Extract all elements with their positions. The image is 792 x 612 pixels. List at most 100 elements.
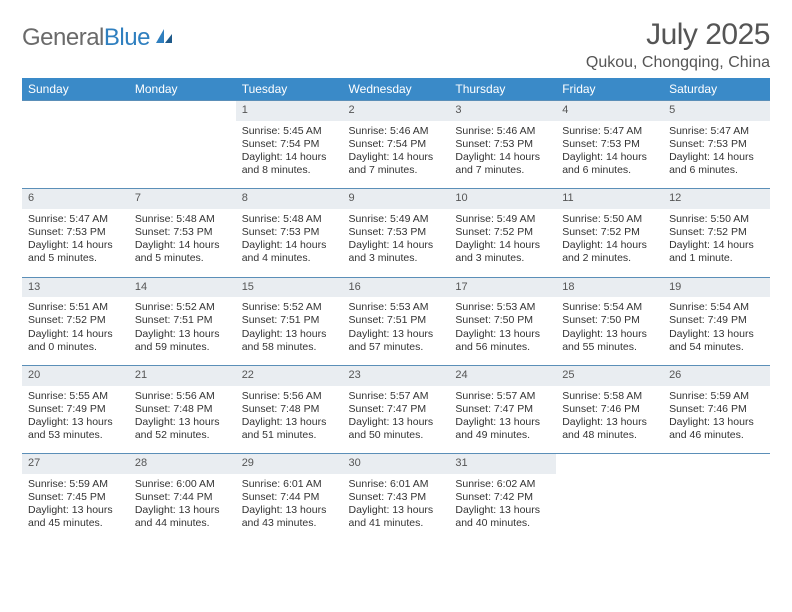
day-number-cell: 29 [236, 454, 343, 474]
day-detail-cell: Sunrise: 5:57 AMSunset: 7:47 PMDaylight:… [449, 386, 556, 454]
sunset-line: Sunset: 7:50 PM [455, 314, 550, 327]
day-number-cell: 18 [556, 277, 663, 297]
daylight-line: Daylight: 14 hours and 3 minutes. [455, 239, 550, 265]
daylight-line: Daylight: 14 hours and 5 minutes. [135, 239, 230, 265]
sunset-line: Sunset: 7:43 PM [349, 491, 444, 504]
weekday-header-row: SundayMondayTuesdayWednesdayThursdayFrid… [22, 78, 770, 101]
daylight-line: Daylight: 13 hours and 54 minutes. [669, 328, 764, 354]
sunset-line: Sunset: 7:53 PM [562, 138, 657, 151]
day-detail-cell: Sunrise: 5:53 AMSunset: 7:51 PMDaylight:… [343, 297, 450, 365]
day-number-cell: 22 [236, 365, 343, 385]
day-detail-cell: Sunrise: 6:01 AMSunset: 7:43 PMDaylight:… [343, 474, 450, 542]
sunset-line: Sunset: 7:52 PM [669, 226, 764, 239]
sunrise-line: Sunrise: 5:47 AM [669, 125, 764, 138]
day-detail-cell: Sunrise: 5:46 AMSunset: 7:54 PMDaylight:… [343, 121, 450, 189]
day-detail-cell: Sunrise: 5:45 AMSunset: 7:54 PMDaylight:… [236, 121, 343, 189]
sunrise-line: Sunrise: 6:01 AM [349, 478, 444, 491]
day-detail-cell: Sunrise: 5:48 AMSunset: 7:53 PMDaylight:… [129, 209, 236, 277]
sunrise-line: Sunrise: 5:52 AM [135, 301, 230, 314]
sunrise-line: Sunrise: 5:56 AM [135, 390, 230, 403]
day-detail-cell: Sunrise: 5:51 AMSunset: 7:52 PMDaylight:… [22, 297, 129, 365]
daylight-line: Daylight: 14 hours and 4 minutes. [242, 239, 337, 265]
weekday-header: Monday [129, 78, 236, 101]
sunrise-line: Sunrise: 5:47 AM [28, 213, 123, 226]
day-number-cell: 21 [129, 365, 236, 385]
day-number-cell: 19 [663, 277, 770, 297]
sunset-line: Sunset: 7:42 PM [455, 491, 550, 504]
daylight-line: Daylight: 13 hours and 48 minutes. [562, 416, 657, 442]
sunset-line: Sunset: 7:53 PM [28, 226, 123, 239]
day-number-cell [22, 101, 129, 121]
day-number-cell: 28 [129, 454, 236, 474]
day-detail-cell: Sunrise: 5:47 AMSunset: 7:53 PMDaylight:… [556, 121, 663, 189]
daylight-line: Daylight: 14 hours and 0 minutes. [28, 328, 123, 354]
day-detail-cell: Sunrise: 5:47 AMSunset: 7:53 PMDaylight:… [663, 121, 770, 189]
daylight-line: Daylight: 13 hours and 55 minutes. [562, 328, 657, 354]
sunrise-line: Sunrise: 5:50 AM [562, 213, 657, 226]
daylight-line: Daylight: 13 hours and 52 minutes. [135, 416, 230, 442]
daylight-line: Daylight: 13 hours and 59 minutes. [135, 328, 230, 354]
sunrise-line: Sunrise: 5:57 AM [455, 390, 550, 403]
day-detail-cell: Sunrise: 5:48 AMSunset: 7:53 PMDaylight:… [236, 209, 343, 277]
sunset-line: Sunset: 7:44 PM [135, 491, 230, 504]
daylight-line: Daylight: 13 hours and 53 minutes. [28, 416, 123, 442]
daylight-line: Daylight: 14 hours and 5 minutes. [28, 239, 123, 265]
header: GeneralBlue July 2025 Qukou, Chongqing, … [22, 18, 770, 72]
day-detail-cell: Sunrise: 5:59 AMSunset: 7:46 PMDaylight:… [663, 386, 770, 454]
day-detail-cell: Sunrise: 5:54 AMSunset: 7:50 PMDaylight:… [556, 297, 663, 365]
sunrise-line: Sunrise: 5:45 AM [242, 125, 337, 138]
day-number-cell: 5 [663, 101, 770, 121]
day-detail-cell: Sunrise: 5:57 AMSunset: 7:47 PMDaylight:… [343, 386, 450, 454]
daylight-line: Daylight: 13 hours and 45 minutes. [28, 504, 123, 530]
sunrise-line: Sunrise: 5:51 AM [28, 301, 123, 314]
sunset-line: Sunset: 7:51 PM [349, 314, 444, 327]
day-detail-cell [556, 474, 663, 542]
sunrise-line: Sunrise: 5:53 AM [455, 301, 550, 314]
day-number-cell: 13 [22, 277, 129, 297]
day-number-cell [129, 101, 236, 121]
sunset-line: Sunset: 7:52 PM [562, 226, 657, 239]
sunset-line: Sunset: 7:46 PM [669, 403, 764, 416]
sunset-line: Sunset: 7:44 PM [242, 491, 337, 504]
sunrise-line: Sunrise: 5:50 AM [669, 213, 764, 226]
day-number-cell: 27 [22, 454, 129, 474]
sunrise-line: Sunrise: 5:59 AM [669, 390, 764, 403]
sunrise-line: Sunrise: 5:54 AM [562, 301, 657, 314]
weekday-header: Saturday [663, 78, 770, 101]
sunrise-line: Sunrise: 6:02 AM [455, 478, 550, 491]
day-detail-cell: Sunrise: 6:01 AMSunset: 7:44 PMDaylight:… [236, 474, 343, 542]
daylight-line: Daylight: 13 hours and 46 minutes. [669, 416, 764, 442]
daynum-row: 2728293031 [22, 454, 770, 474]
sunset-line: Sunset: 7:54 PM [349, 138, 444, 151]
sunset-line: Sunset: 7:52 PM [28, 314, 123, 327]
sunrise-line: Sunrise: 5:49 AM [455, 213, 550, 226]
day-number-cell: 1 [236, 101, 343, 121]
day-number-cell: 6 [22, 189, 129, 209]
detail-row: Sunrise: 5:45 AMSunset: 7:54 PMDaylight:… [22, 121, 770, 189]
daylight-line: Daylight: 13 hours and 40 minutes. [455, 504, 550, 530]
day-number-cell: 26 [663, 365, 770, 385]
sunrise-line: Sunrise: 6:01 AM [242, 478, 337, 491]
sunset-line: Sunset: 7:53 PM [242, 226, 337, 239]
sunrise-line: Sunrise: 5:54 AM [669, 301, 764, 314]
day-number-cell: 3 [449, 101, 556, 121]
day-number-cell: 12 [663, 189, 770, 209]
sunset-line: Sunset: 7:48 PM [242, 403, 337, 416]
day-detail-cell: Sunrise: 5:46 AMSunset: 7:53 PMDaylight:… [449, 121, 556, 189]
daylight-line: Daylight: 14 hours and 8 minutes. [242, 151, 337, 177]
day-number-cell: 11 [556, 189, 663, 209]
sunset-line: Sunset: 7:52 PM [455, 226, 550, 239]
day-detail-cell: Sunrise: 6:00 AMSunset: 7:44 PMDaylight:… [129, 474, 236, 542]
daylight-line: Daylight: 13 hours and 58 minutes. [242, 328, 337, 354]
sunset-line: Sunset: 7:51 PM [135, 314, 230, 327]
month-title: July 2025 [586, 18, 770, 52]
sunset-line: Sunset: 7:53 PM [669, 138, 764, 151]
sunset-line: Sunset: 7:54 PM [242, 138, 337, 151]
sunset-line: Sunset: 7:51 PM [242, 314, 337, 327]
day-detail-cell: Sunrise: 5:55 AMSunset: 7:49 PMDaylight:… [22, 386, 129, 454]
sunrise-line: Sunrise: 5:56 AM [242, 390, 337, 403]
sunset-line: Sunset: 7:48 PM [135, 403, 230, 416]
sunrise-line: Sunrise: 6:00 AM [135, 478, 230, 491]
detail-row: Sunrise: 5:59 AMSunset: 7:45 PMDaylight:… [22, 474, 770, 542]
day-number-cell: 16 [343, 277, 450, 297]
